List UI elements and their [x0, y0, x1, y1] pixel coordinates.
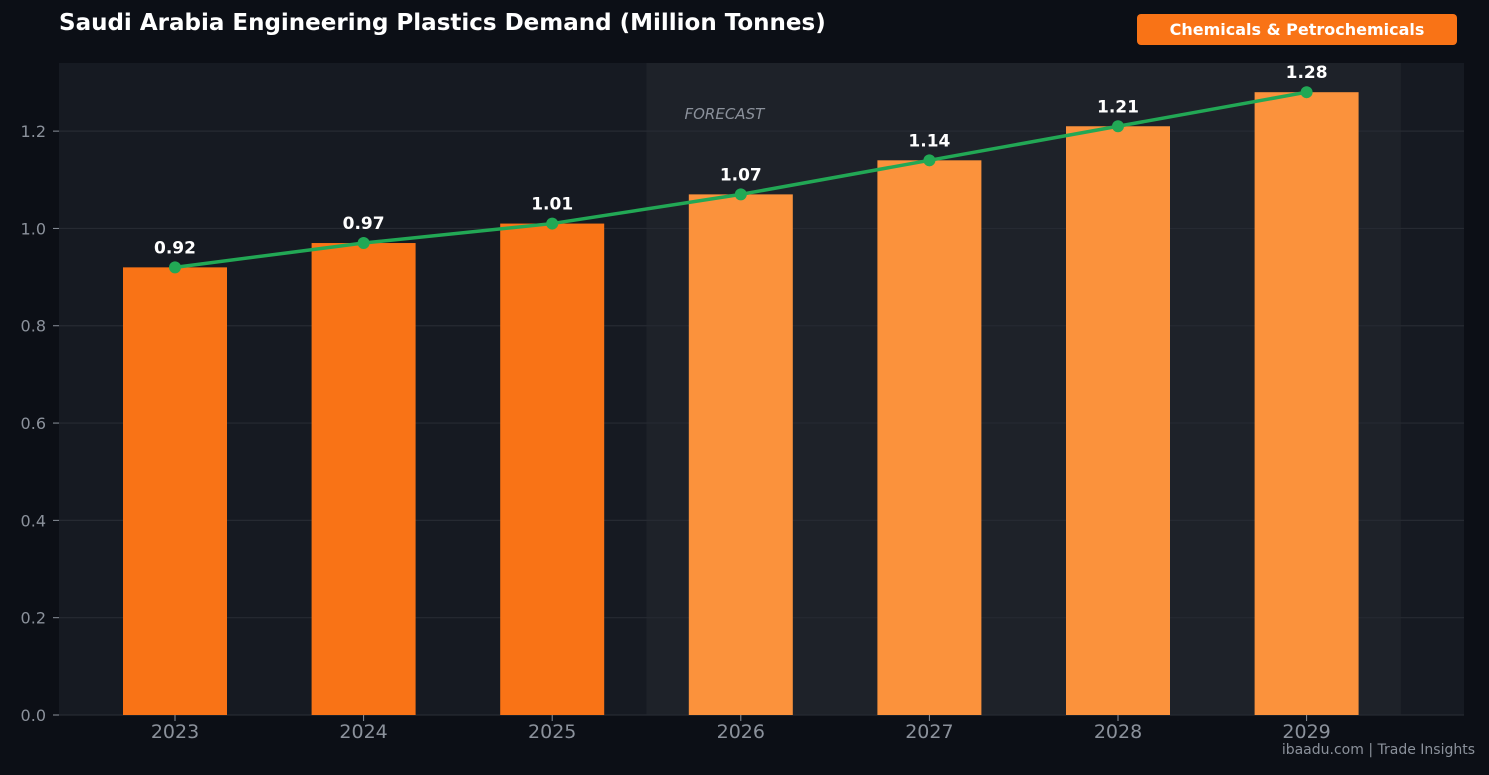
trend-point: [1112, 120, 1124, 133]
bar-2026: [688, 194, 793, 715]
category-badge: Chemicals & Petrochemicals: [1137, 14, 1457, 45]
x-tick-label: 2027: [905, 721, 953, 743]
y-tick-label: 0.0: [21, 706, 46, 725]
data-label: 1.28: [1286, 63, 1328, 83]
trend-point: [923, 154, 936, 167]
y-tick-label: 0.8: [21, 317, 46, 336]
data-label: 1.01: [531, 195, 573, 215]
forecast-label: FORECAST: [685, 105, 767, 123]
y-tick-label: 1.2: [21, 122, 46, 141]
trend-point: [169, 261, 181, 274]
y-tick-label: 0.6: [21, 414, 46, 433]
data-label: 1.21: [1097, 97, 1139, 117]
footer-credit: ibaadu.com | Trade Insights: [1281, 742, 1475, 758]
x-tick-label: 2023: [151, 721, 199, 743]
data-label: 1.14: [908, 131, 950, 151]
bar-2029: [1254, 92, 1359, 715]
y-tick-label: 0.4: [21, 511, 46, 530]
x-tick-label: 2026: [717, 721, 765, 743]
bar-2023: [123, 267, 227, 715]
bar-2027: [877, 160, 982, 716]
data-label: 0.97: [343, 214, 385, 234]
trend-point: [357, 237, 370, 250]
y-tick-label: 1.0: [21, 219, 46, 238]
y-tick-label: 0.2: [21, 609, 46, 628]
bar-2024: [311, 243, 416, 715]
chart-title: Saudi Arabia Engineering Plastics Demand…: [59, 10, 826, 36]
x-tick-label: 2025: [528, 721, 576, 743]
trend-point: [546, 217, 559, 230]
x-tick-label: 2024: [339, 721, 387, 743]
bar-2025: [500, 223, 605, 715]
x-tick-label: 2028: [1094, 721, 1142, 743]
trend-point: [1300, 86, 1313, 99]
bar-2028: [1066, 126, 1170, 716]
data-label: 0.92: [154, 238, 196, 258]
trend-point: [734, 188, 747, 201]
data-label: 1.07: [720, 165, 762, 185]
x-tick-label: 2029: [1282, 721, 1330, 743]
